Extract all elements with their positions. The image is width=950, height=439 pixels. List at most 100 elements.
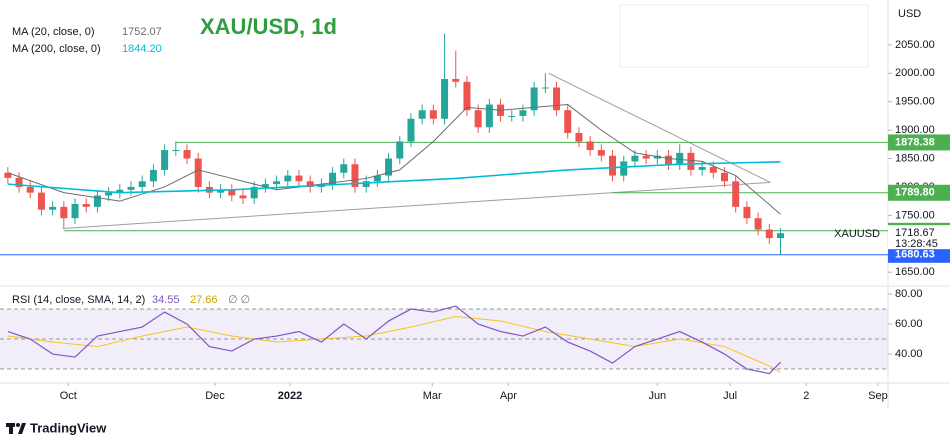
candle-body <box>149 169 157 182</box>
candle-body <box>631 155 639 162</box>
watermark-box <box>619 4 869 68</box>
level-label-box <box>888 134 950 151</box>
candle-body <box>250 186 258 199</box>
candle-body <box>351 164 359 187</box>
candle-body <box>49 206 57 210</box>
price-pane <box>0 33 888 256</box>
candle-body <box>116 189 124 193</box>
candle-body <box>429 110 437 119</box>
candle-body <box>665 155 673 165</box>
candle-body <box>687 152 695 170</box>
indicator-value: 1752.07 <box>122 26 162 38</box>
candle-body <box>441 78 449 119</box>
candle-body <box>306 181 314 187</box>
candle-body <box>194 158 202 187</box>
price-label-countdown: 13:28:45 <box>895 238 938 250</box>
candle-body <box>575 132 583 142</box>
candle-body <box>396 141 404 159</box>
candle-body <box>172 150 180 152</box>
candle-body <box>530 87 538 111</box>
candle-body <box>340 164 348 173</box>
candle-body <box>485 104 493 128</box>
candle-body <box>239 195 247 199</box>
candle-body <box>642 155 650 159</box>
y-tick-label: 1750.00 <box>895 209 935 221</box>
trendline <box>62 181 771 229</box>
x-tick-label: Apr <box>500 390 517 402</box>
x-tick-label: Jun <box>648 390 666 402</box>
level-label: 1789.80 <box>895 187 935 199</box>
candle-body <box>754 218 762 230</box>
level-label-box <box>888 246 950 263</box>
rsi-extra: ∅ ∅ <box>228 294 250 306</box>
candle-body <box>743 206 751 219</box>
indicator-name: MA (200, close, 0) <box>12 43 101 55</box>
x-tick-label: Sep <box>868 390 888 402</box>
candle-body <box>138 181 146 187</box>
candle-body <box>15 177 23 187</box>
candle-body <box>295 175 303 182</box>
indicator-value: 1844.20 <box>122 43 162 55</box>
rsi-value: 34.55 <box>152 294 180 306</box>
trendline <box>548 72 771 183</box>
moving-average <box>7 104 781 215</box>
candle-body <box>418 110 426 119</box>
candle-body <box>620 161 628 176</box>
candle-body <box>519 110 527 116</box>
currency-label: USD <box>898 8 921 20</box>
price-label-box <box>888 225 950 250</box>
candle-body <box>676 152 684 165</box>
x-tick-label: 2022 <box>278 390 302 402</box>
candle-body <box>609 155 617 176</box>
candle-body <box>273 181 281 185</box>
x-tick-label: Jul <box>723 390 737 402</box>
candle-body <box>698 167 706 170</box>
candle-body <box>217 189 225 193</box>
candle-body <box>709 167 717 173</box>
level-label: 1878.38 <box>895 136 935 148</box>
x-tick-label: Dec <box>205 390 225 402</box>
level-label-box <box>888 184 950 201</box>
candle-body <box>463 81 471 111</box>
y-tick-label: 40.00 <box>895 348 923 360</box>
y-tick-label: 1950.00 <box>895 96 935 108</box>
candle-body <box>564 110 572 133</box>
x-tick-label: Mar <box>423 390 442 402</box>
indicator-name: MA (20, close, 0) <box>12 26 95 38</box>
y-tick-label: 2000.00 <box>895 67 935 79</box>
x-tick-label: 2 <box>803 390 809 402</box>
y-tick-label: 1850.00 <box>895 152 935 164</box>
y-tick-label: 1650.00 <box>895 266 935 278</box>
price-label-value: 1718.67 <box>895 227 935 239</box>
candle-body <box>553 87 561 111</box>
chart-title: XAU/USD, 1d <box>200 14 337 39</box>
candle-body <box>586 141 594 151</box>
candle-body <box>541 87 549 89</box>
candle-body <box>183 150 191 159</box>
candle-body <box>26 186 34 193</box>
candle-body <box>776 233 784 239</box>
candle-body <box>127 186 135 190</box>
candle-body <box>765 229 773 239</box>
y-tick-label: 2050.00 <box>895 39 935 51</box>
candle-body <box>407 118 415 142</box>
candle-body <box>373 175 381 182</box>
candle-body <box>37 192 45 210</box>
candle-body <box>105 192 113 196</box>
candle-body <box>82 204 90 207</box>
y-tick-label: 80.00 <box>895 288 923 300</box>
brand-name: TradingView <box>30 420 107 435</box>
candle-body <box>452 78 460 82</box>
level-label: 1680.63 <box>895 249 935 261</box>
price-label-symbol: XAUUSD <box>834 228 880 240</box>
rsi-sma-value: 27.66 <box>190 294 218 306</box>
candle-body <box>329 172 337 185</box>
candle-body <box>508 115 516 117</box>
y-tick-label: 60.00 <box>895 318 923 330</box>
candle-body <box>93 195 101 207</box>
moving-average <box>7 161 781 194</box>
candle-body <box>721 172 729 182</box>
candle-body <box>284 175 292 182</box>
